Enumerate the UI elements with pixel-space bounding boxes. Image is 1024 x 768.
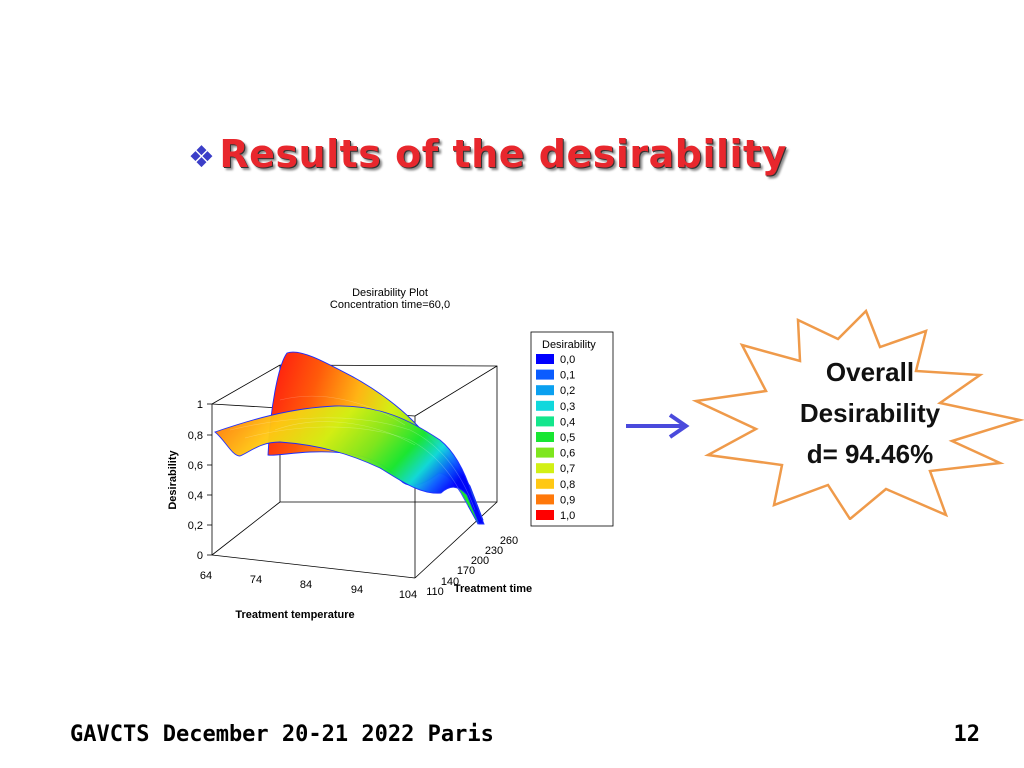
x-tick-label: 104 [399,589,417,601]
y-tick-label: 170 [457,565,475,577]
legend-label: 0,3 [560,401,575,413]
chart-legend: Desirability 0,0 0,1 0,2 0,3 0,4 0,5 0,6 0,7 0,8… [530,331,614,527]
y-tick-label: 140 [441,576,459,588]
legend-swatch [536,416,554,427]
legend-label: 0,8 [560,479,575,491]
z-tick-label: 0 [197,550,203,562]
desirability-surface-chart: Desirability Plot Concentration time=60,… [167,287,614,621]
y-tick-label: 260 [500,535,518,547]
page-number: 12 [953,722,981,747]
x-tick-label: 94 [351,584,363,596]
slide-title-text: Results of the desirability [219,132,787,176]
legend-label: 0,5 [560,432,575,444]
legend-label: 0,9 [560,494,575,506]
surface-mesh [229,395,476,511]
arrow-head [668,413,690,439]
callout-line-2: Desirability [799,398,941,428]
legend-swatch [536,494,554,505]
y-tick-label: 230 [485,545,503,557]
z-tick-label: 1 [197,399,203,411]
legend-swatch [536,385,554,396]
y-tick-label: 110 [426,586,444,598]
legend-swatch [536,354,554,364]
legend-swatch [536,432,554,442]
chart-subtitle: Concentration time=60,0 [330,299,450,311]
legend-label: 0,0 [560,354,575,366]
legend-swatch [536,447,554,458]
diamond-bullet-icon: ❖ [188,140,216,175]
x-tick-label: 64 [200,570,212,582]
legend-label: 0,2 [560,385,575,397]
z-tick-label: 0,6 [188,460,203,472]
callout-line-1: Overall [825,357,915,387]
legend-swatch [536,400,554,411]
z-tick-label: 0,2 [188,520,203,532]
legend-swatch [536,463,554,474]
footer-event: GAVCTS December 20-21 2022 Paris [70,722,494,747]
x-axis-label: Treatment temperature [235,609,354,621]
z-axis-label: Desirability [167,449,179,509]
legend-label: 0,1 [560,370,575,382]
callout-text: Overall Desirability d= 94.46% [760,352,980,475]
legend-title: Desirability [542,339,596,351]
x-tick-label: 84 [300,579,312,591]
legend-swatch [536,369,554,380]
legend-label: 0,6 [560,448,575,460]
y-axis-label: Treatment time [454,583,532,595]
starburst-callout [691,308,1024,520]
legend-label: 0,7 [560,463,575,475]
legend-swatch [536,478,554,489]
z-axis [207,403,212,556]
y-tick-label: 200 [471,555,489,567]
legend-label: 0,4 [560,416,575,428]
z-tick-label: 0,4 [188,490,203,502]
x-tick-label: 74 [250,574,262,586]
slide-title: ❖ Results of the desirability [188,132,787,176]
legend-swatch [536,510,554,520]
legend-label: 1,0 [560,510,575,522]
plot-box [211,364,498,579]
z-tick-label: 0,8 [188,430,203,442]
right-arrow-icon [626,413,690,439]
callout-line-3: d= 94.46% [806,439,934,469]
surface-front [214,405,485,525]
starburst-shape [691,308,1024,520]
chart-title: Desirability Plot [352,287,428,299]
